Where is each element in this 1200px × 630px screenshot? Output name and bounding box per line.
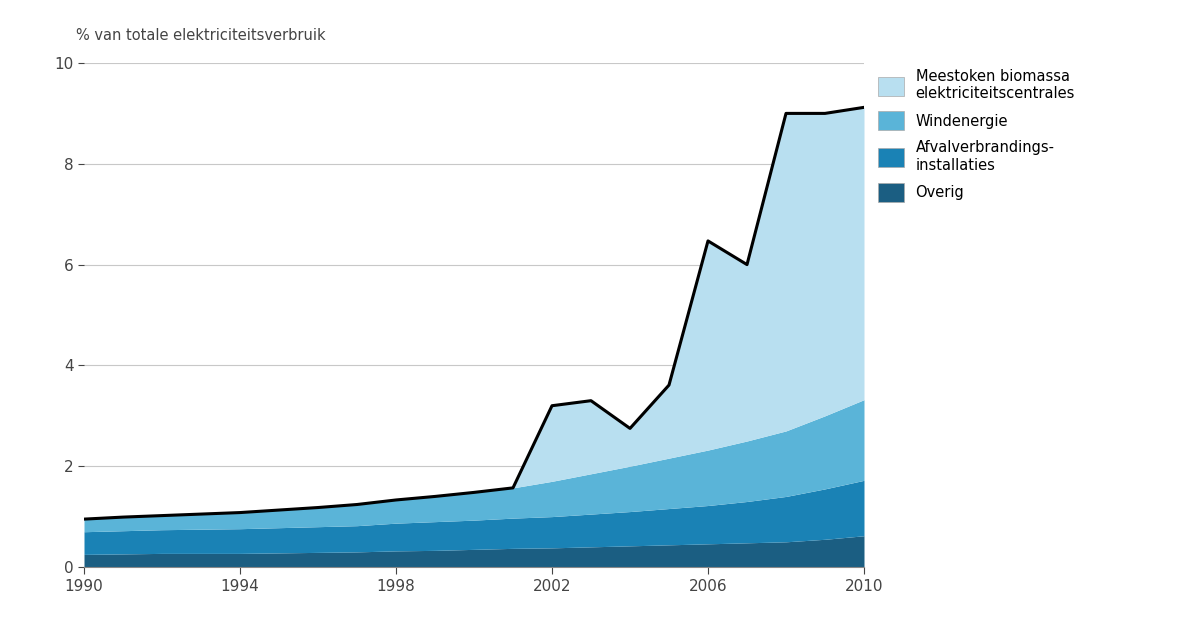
Legend: Meestoken biomassa
elektriciteitscentrales, Windenergie, Afvalverbrandings-
inst: Meestoken biomassa elektriciteitscentral… — [871, 63, 1081, 207]
Text: % van totale elektriciteitsverbruik: % van totale elektriciteitsverbruik — [77, 28, 326, 43]
